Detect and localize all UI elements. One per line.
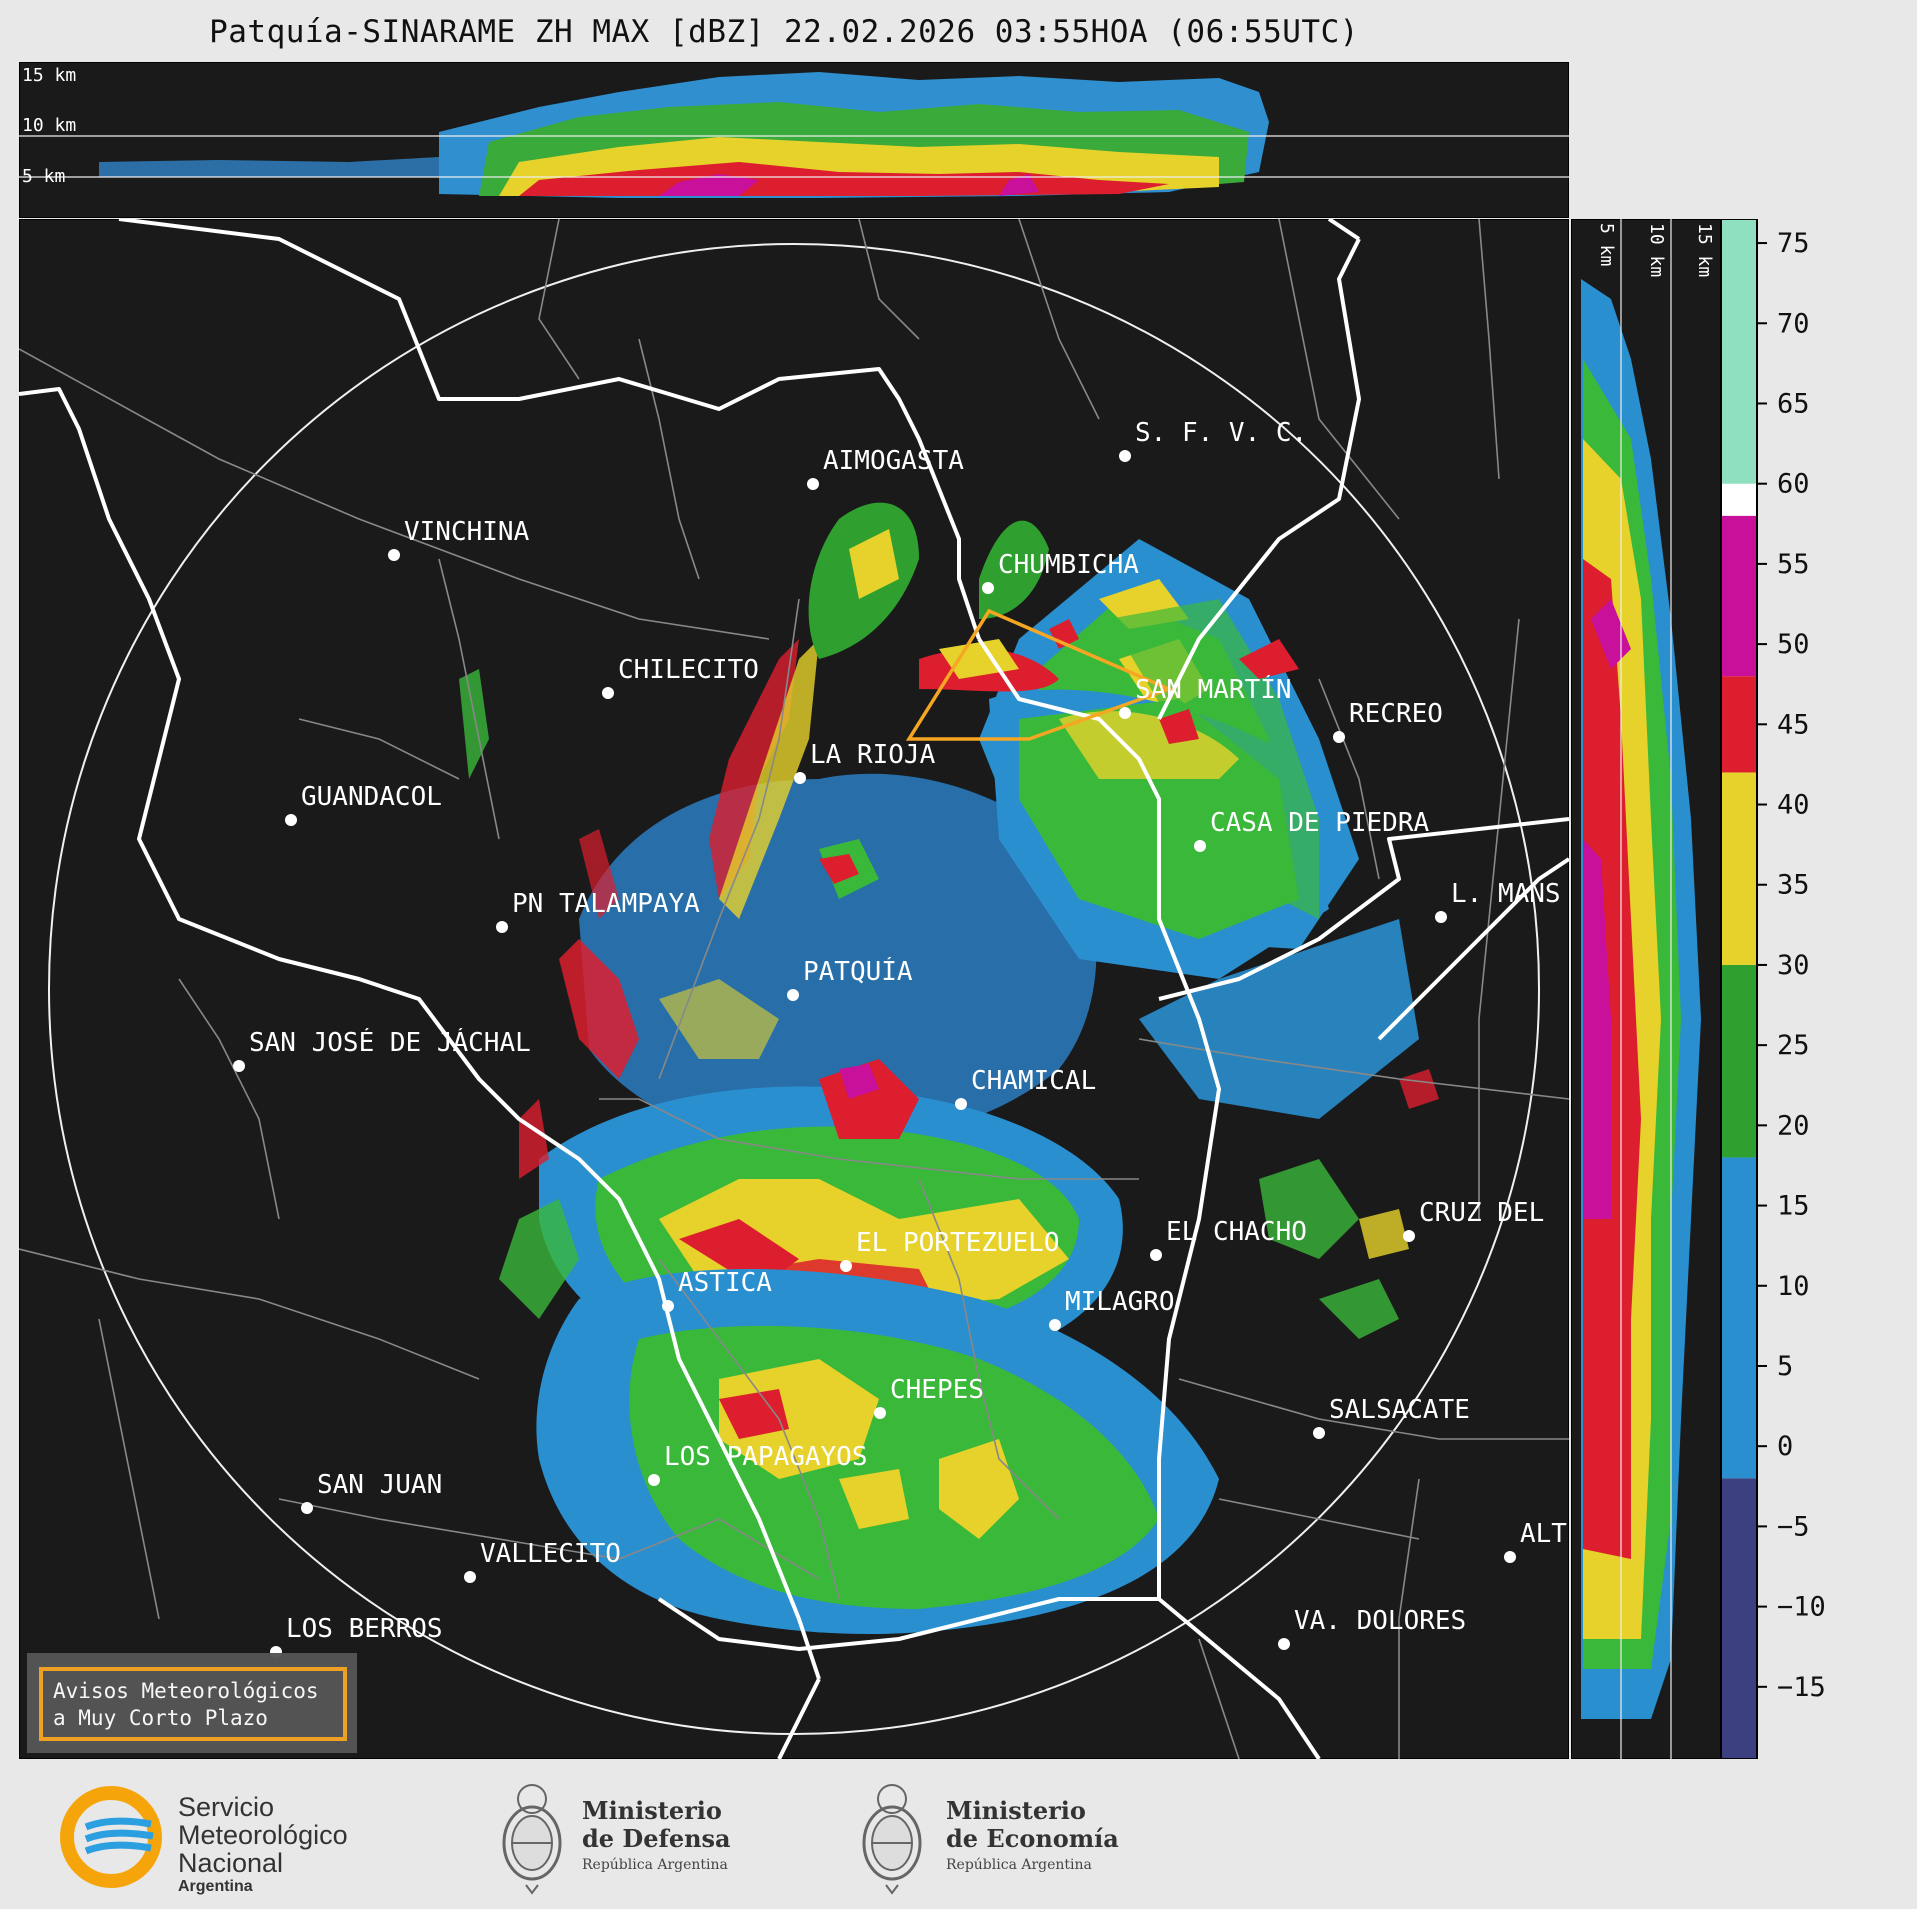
colorbar-segment: [1721, 676, 1757, 773]
top-alt-label-5: 5 km: [22, 166, 65, 187]
defensa-line1: Ministerio: [582, 1796, 722, 1825]
radar-echoes: [459, 502, 1439, 1634]
top-echo-profile: [99, 72, 1269, 198]
legend-line2: a Muy Corto Plazo: [53, 1706, 268, 1730]
defensa-logo: Ministerio de Defensa República Argentin…: [496, 1777, 756, 1902]
top-alt-label-15: 15 km: [22, 65, 76, 86]
economia-line3: República Argentina: [946, 1857, 1092, 1873]
national-coat-of-arms-icon: [502, 1784, 562, 1895]
chart-title: Patquía-SINARAME ZH MAX [dBZ] 22.02.2026…: [209, 14, 1359, 50]
range-ring: [48, 243, 1540, 1735]
colorbar-tick-label: 70: [1777, 308, 1810, 339]
defensa-line2: de Defensa: [582, 1824, 731, 1853]
colorbar-tick-label: −15: [1777, 1672, 1826, 1703]
colorbar-tick-label: 0: [1777, 1431, 1793, 1462]
economia-line1: Ministerio: [946, 1796, 1086, 1825]
legend-box-border: Avisos Meteorológicos a Muy Corto Plazo: [39, 1667, 347, 1741]
legend-box: Avisos Meteorológicos a Muy Corto Plazo: [27, 1653, 357, 1753]
colorbar-tick-label: 35: [1777, 870, 1810, 901]
footer: Servicio Meteorológico Nacional Argentin…: [0, 1762, 1917, 1909]
province-boundaries: [19, 219, 1569, 1759]
side-alt-label-5: 5 km: [1596, 223, 1617, 266]
colorbar-segment: [1721, 1157, 1757, 1479]
smn-emblem-icon: [60, 1786, 162, 1888]
colorbar-tick-label: 40: [1777, 790, 1810, 821]
department-boundaries: [19, 219, 1569, 1759]
side-cross-section-panel: 5 km 10 km 15 km: [1571, 219, 1721, 1759]
economia-line2: de Economía: [946, 1824, 1119, 1853]
colorbar-tick-label: 45: [1777, 709, 1810, 740]
colorbar-tick-label: 15: [1777, 1191, 1810, 1222]
colorbar-tick-label: 55: [1777, 549, 1810, 580]
colorbar-tick-label: 75: [1777, 228, 1810, 259]
colorbar-segment: [1721, 964, 1757, 1158]
colorbar-tick-label: 50: [1777, 629, 1810, 660]
colorbar-tick-label: 65: [1777, 388, 1810, 419]
colorbar-tick-label: 10: [1777, 1271, 1810, 1302]
top-alt-label-10: 10 km: [22, 115, 76, 136]
colorbar-segment: [1721, 772, 1757, 965]
national-coat-of-arms-icon: [862, 1784, 922, 1895]
smn-logo: Servicio Meteorológico Nacional Argentin…: [56, 1782, 396, 1895]
colorbar-tick-label: 30: [1777, 950, 1810, 981]
legend-line1: Avisos Meteorológicos: [53, 1679, 319, 1703]
colorbar-segment: [1721, 1478, 1757, 1759]
smn-line1: Servicio: [178, 1792, 275, 1822]
smn-line3: Nacional: [178, 1848, 284, 1878]
radar-map[interactable]: [19, 219, 1569, 1759]
defensa-line3: República Argentina: [582, 1857, 728, 1873]
colorbar-segment: [1721, 219, 1757, 484]
colorbar-tick-label: 20: [1777, 1110, 1810, 1141]
colorbar-tick-label: 25: [1777, 1030, 1810, 1061]
side-alt-label-15: 15 km: [1694, 223, 1715, 277]
colorbar-tick-label: −10: [1777, 1592, 1826, 1623]
smn-line2: Meteorológico: [178, 1820, 348, 1850]
colorbar-tick-label: 60: [1777, 469, 1810, 500]
side-alt-label-10: 10 km: [1646, 223, 1667, 277]
smn-line4: Argentina: [178, 1878, 253, 1895]
colorbar-tick-label: 5: [1777, 1351, 1793, 1382]
top-cross-section-panel: 15 km 10 km 5 km: [19, 62, 1569, 218]
economia-logo: Ministerio de Economía República Argenti…: [856, 1777, 1136, 1902]
colorbar-segment: [1721, 483, 1757, 516]
warning-polygon[interactable]: [905, 608, 1174, 741]
colorbar-segment: [1721, 515, 1757, 677]
colorbar-tick-label: −5: [1777, 1511, 1810, 1542]
